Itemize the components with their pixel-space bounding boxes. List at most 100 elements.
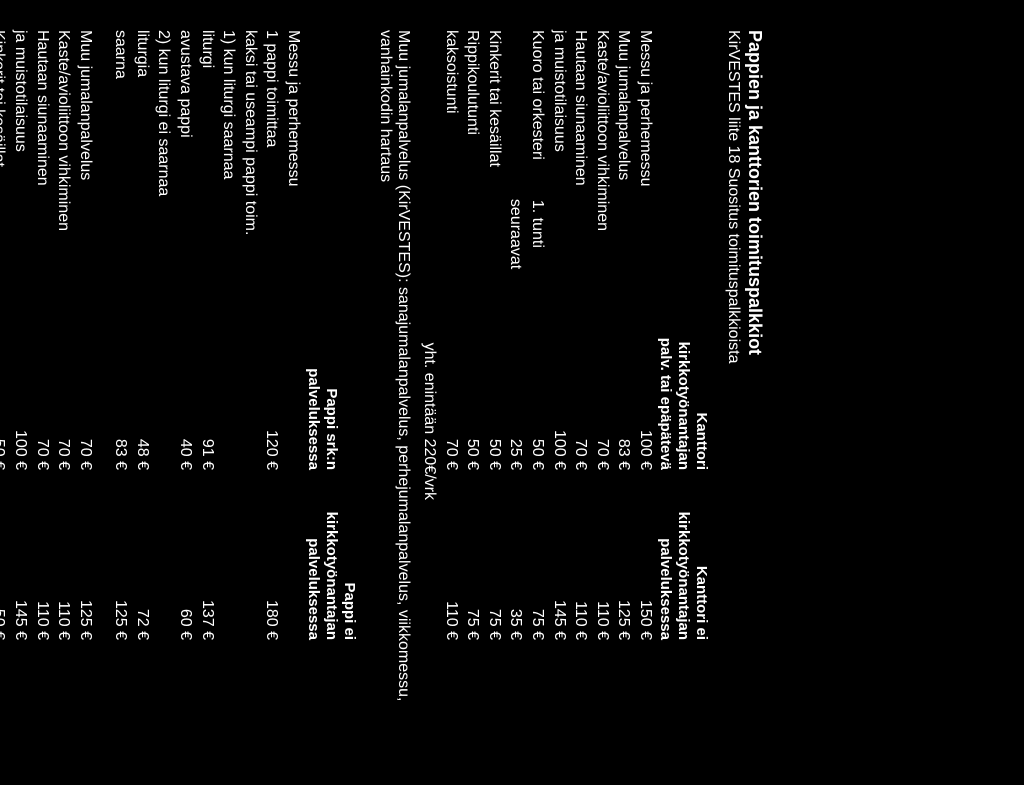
page-subtitle: KirVESTES liite 18 Suositus toimituspalk…: [724, 30, 742, 755]
cell: Kinkerit tai kesäillat: [483, 30, 505, 330]
table-row: Messu ja perhemessu100 €150 €: [634, 30, 656, 755]
cell: ja muistotilaisuus: [548, 30, 570, 330]
max-note: yht. enintään 220€/vrk: [420, 30, 438, 500]
cell: 150 €: [634, 500, 656, 670]
cell: 72 €: [131, 500, 153, 670]
cell: 70 €: [440, 330, 462, 500]
table-row: Kuoro tai orkesteri 1. tunti50 €75 €: [526, 30, 548, 755]
table-row: Muu jumalanpalvelus70 €125 €: [74, 30, 96, 755]
h2b-l1: Pappi ei: [340, 500, 358, 640]
cell: 75 €: [462, 500, 484, 670]
table-row: Messu ja perhemessu: [282, 30, 304, 755]
cell: 50 €: [462, 330, 484, 500]
table-row: 2) kun liturgi ei saarnaa: [153, 30, 175, 755]
cell: [218, 330, 240, 500]
cell: 25 €: [505, 330, 527, 500]
table-row: 1 pappi toimittaa120 €180 €: [261, 30, 283, 755]
table2-header: Pappi srk:n palveluksessa Pappi ei kirkk…: [304, 30, 358, 755]
h1a-l1: Kanttori: [692, 330, 710, 470]
cell: 50 €: [483, 330, 505, 500]
cell: 100 €: [634, 330, 656, 500]
table-row: Hautaan siunaaminen70 €110 €: [31, 30, 53, 755]
h1b-l2: kirkkotyönantajan: [674, 500, 692, 640]
cell: [282, 330, 304, 500]
h2b-l3: palveluksessa: [304, 500, 322, 640]
cell: ja muistotilaisuus: [9, 30, 31, 330]
table-row: avustava pappi40 €60 €: [175, 30, 197, 755]
table-row: kaksoistunti70 €110 €: [440, 30, 462, 755]
cell: liturgia: [131, 30, 153, 330]
cell: 75 €: [526, 500, 548, 670]
cell: 70 €: [591, 330, 613, 500]
h1b-l3: palveluksessa: [656, 500, 674, 640]
cell: 70 €: [570, 330, 592, 500]
cell: [282, 500, 304, 670]
cell: 125 €: [613, 500, 635, 670]
table-row: Rippikoulutunti50 €75 €: [462, 30, 484, 755]
cell: 125 €: [110, 500, 132, 670]
cell: kaksoistunti: [440, 30, 462, 330]
h1b-l1: Kanttori ei: [692, 500, 710, 640]
cell: 120 €: [261, 330, 283, 500]
cell: Messu ja perhemessu: [282, 30, 304, 330]
cell: Kinkerit tai kesäillat: [0, 30, 9, 330]
table-row: Muu jumalanpalvelus83 €125 €: [613, 30, 635, 755]
table-row: saarna83 €125 €: [110, 30, 132, 755]
h2a-l2: palveluksessa: [304, 330, 322, 470]
cell: [153, 330, 175, 500]
table-row: Kaste/avioliittoon vihkiminen70 €110 €: [53, 30, 75, 755]
h2a-l1: Pappi srk:n: [322, 330, 340, 470]
cell: 110 €: [31, 500, 53, 670]
cell: 70 €: [31, 330, 53, 500]
cell: 1) kun liturgi saarnaa: [218, 30, 240, 330]
cell: 110 €: [53, 500, 75, 670]
cell: Hautaan siunaaminen: [570, 30, 592, 330]
cell: 83 €: [613, 330, 635, 500]
cell: [218, 500, 240, 670]
cell: saarna: [110, 30, 132, 330]
cell: avustava pappi: [175, 30, 197, 330]
table-row: liturgia48 €72 €: [131, 30, 153, 755]
h1a-l2: kirkkotyönantajan: [674, 330, 692, 470]
cell: Kaste/avioliittoon vihkiminen: [591, 30, 613, 330]
cell: 137 €: [196, 500, 218, 670]
cell: 110 €: [440, 500, 462, 670]
muu-note: Muu jumalanpalvelus (KirVESTES): sanajum…: [376, 30, 412, 755]
cell: Muu jumalanpalvelus: [74, 30, 96, 330]
table-row: Kinkerit tai kesäillat50 €50 €: [0, 30, 9, 755]
cell: [153, 500, 175, 670]
cell: 100 €: [548, 330, 570, 500]
page-title: Pappien ja kanttorien toimituspalkkiot: [744, 30, 765, 755]
table1-col-a-head: Kanttori kirkkotyönantajan palv. tai epä…: [656, 330, 710, 500]
table-row: ja muistotilaisuus100 €145 €: [548, 30, 570, 755]
table-row: ja muistotilaisuus100 €145 €: [9, 30, 31, 755]
cell: 145 €: [9, 500, 31, 670]
table-row: 1) kun liturgi saarnaa: [218, 30, 240, 755]
cell: Kuoro tai orkesteri 1. tunti: [526, 30, 548, 330]
cell: Rippikoulutunti: [462, 30, 484, 330]
cell: 110 €: [591, 500, 613, 670]
cell: 48 €: [131, 330, 153, 500]
cell: 40 €: [175, 330, 197, 500]
cell: [239, 330, 261, 500]
table2-col-a-head: Pappi srk:n palveluksessa: [304, 330, 358, 500]
cell: 110 €: [570, 500, 592, 670]
cell: 35 €: [505, 500, 527, 670]
cell: 180 €: [261, 500, 283, 670]
cell: 60 €: [175, 500, 197, 670]
cell: 100 €: [9, 330, 31, 500]
cell: Messu ja perhemessu: [634, 30, 656, 330]
cell: 145 €: [548, 500, 570, 670]
cell: 91 €: [196, 330, 218, 500]
table-row: kaksi tai useampi pappi toim.: [239, 30, 261, 755]
cell: Muu jumalanpalvelus: [613, 30, 635, 330]
cell: 83 €: [110, 330, 132, 500]
table2-col-b-head: Pappi ei kirkkotyönantajan palveluksessa: [304, 500, 358, 670]
cell: 2) kun liturgi ei saarnaa: [153, 30, 175, 330]
table-row: liturgi91 €137 €: [196, 30, 218, 755]
cell: 50 €: [0, 500, 9, 670]
table-row: seuraavat25 €35 €: [505, 30, 527, 755]
table1-header: Kanttori kirkkotyönantajan palv. tai epä…: [656, 30, 710, 755]
table-row: Kinkerit tai kesäillat50 €75 €: [483, 30, 505, 755]
cell: 70 €: [53, 330, 75, 500]
